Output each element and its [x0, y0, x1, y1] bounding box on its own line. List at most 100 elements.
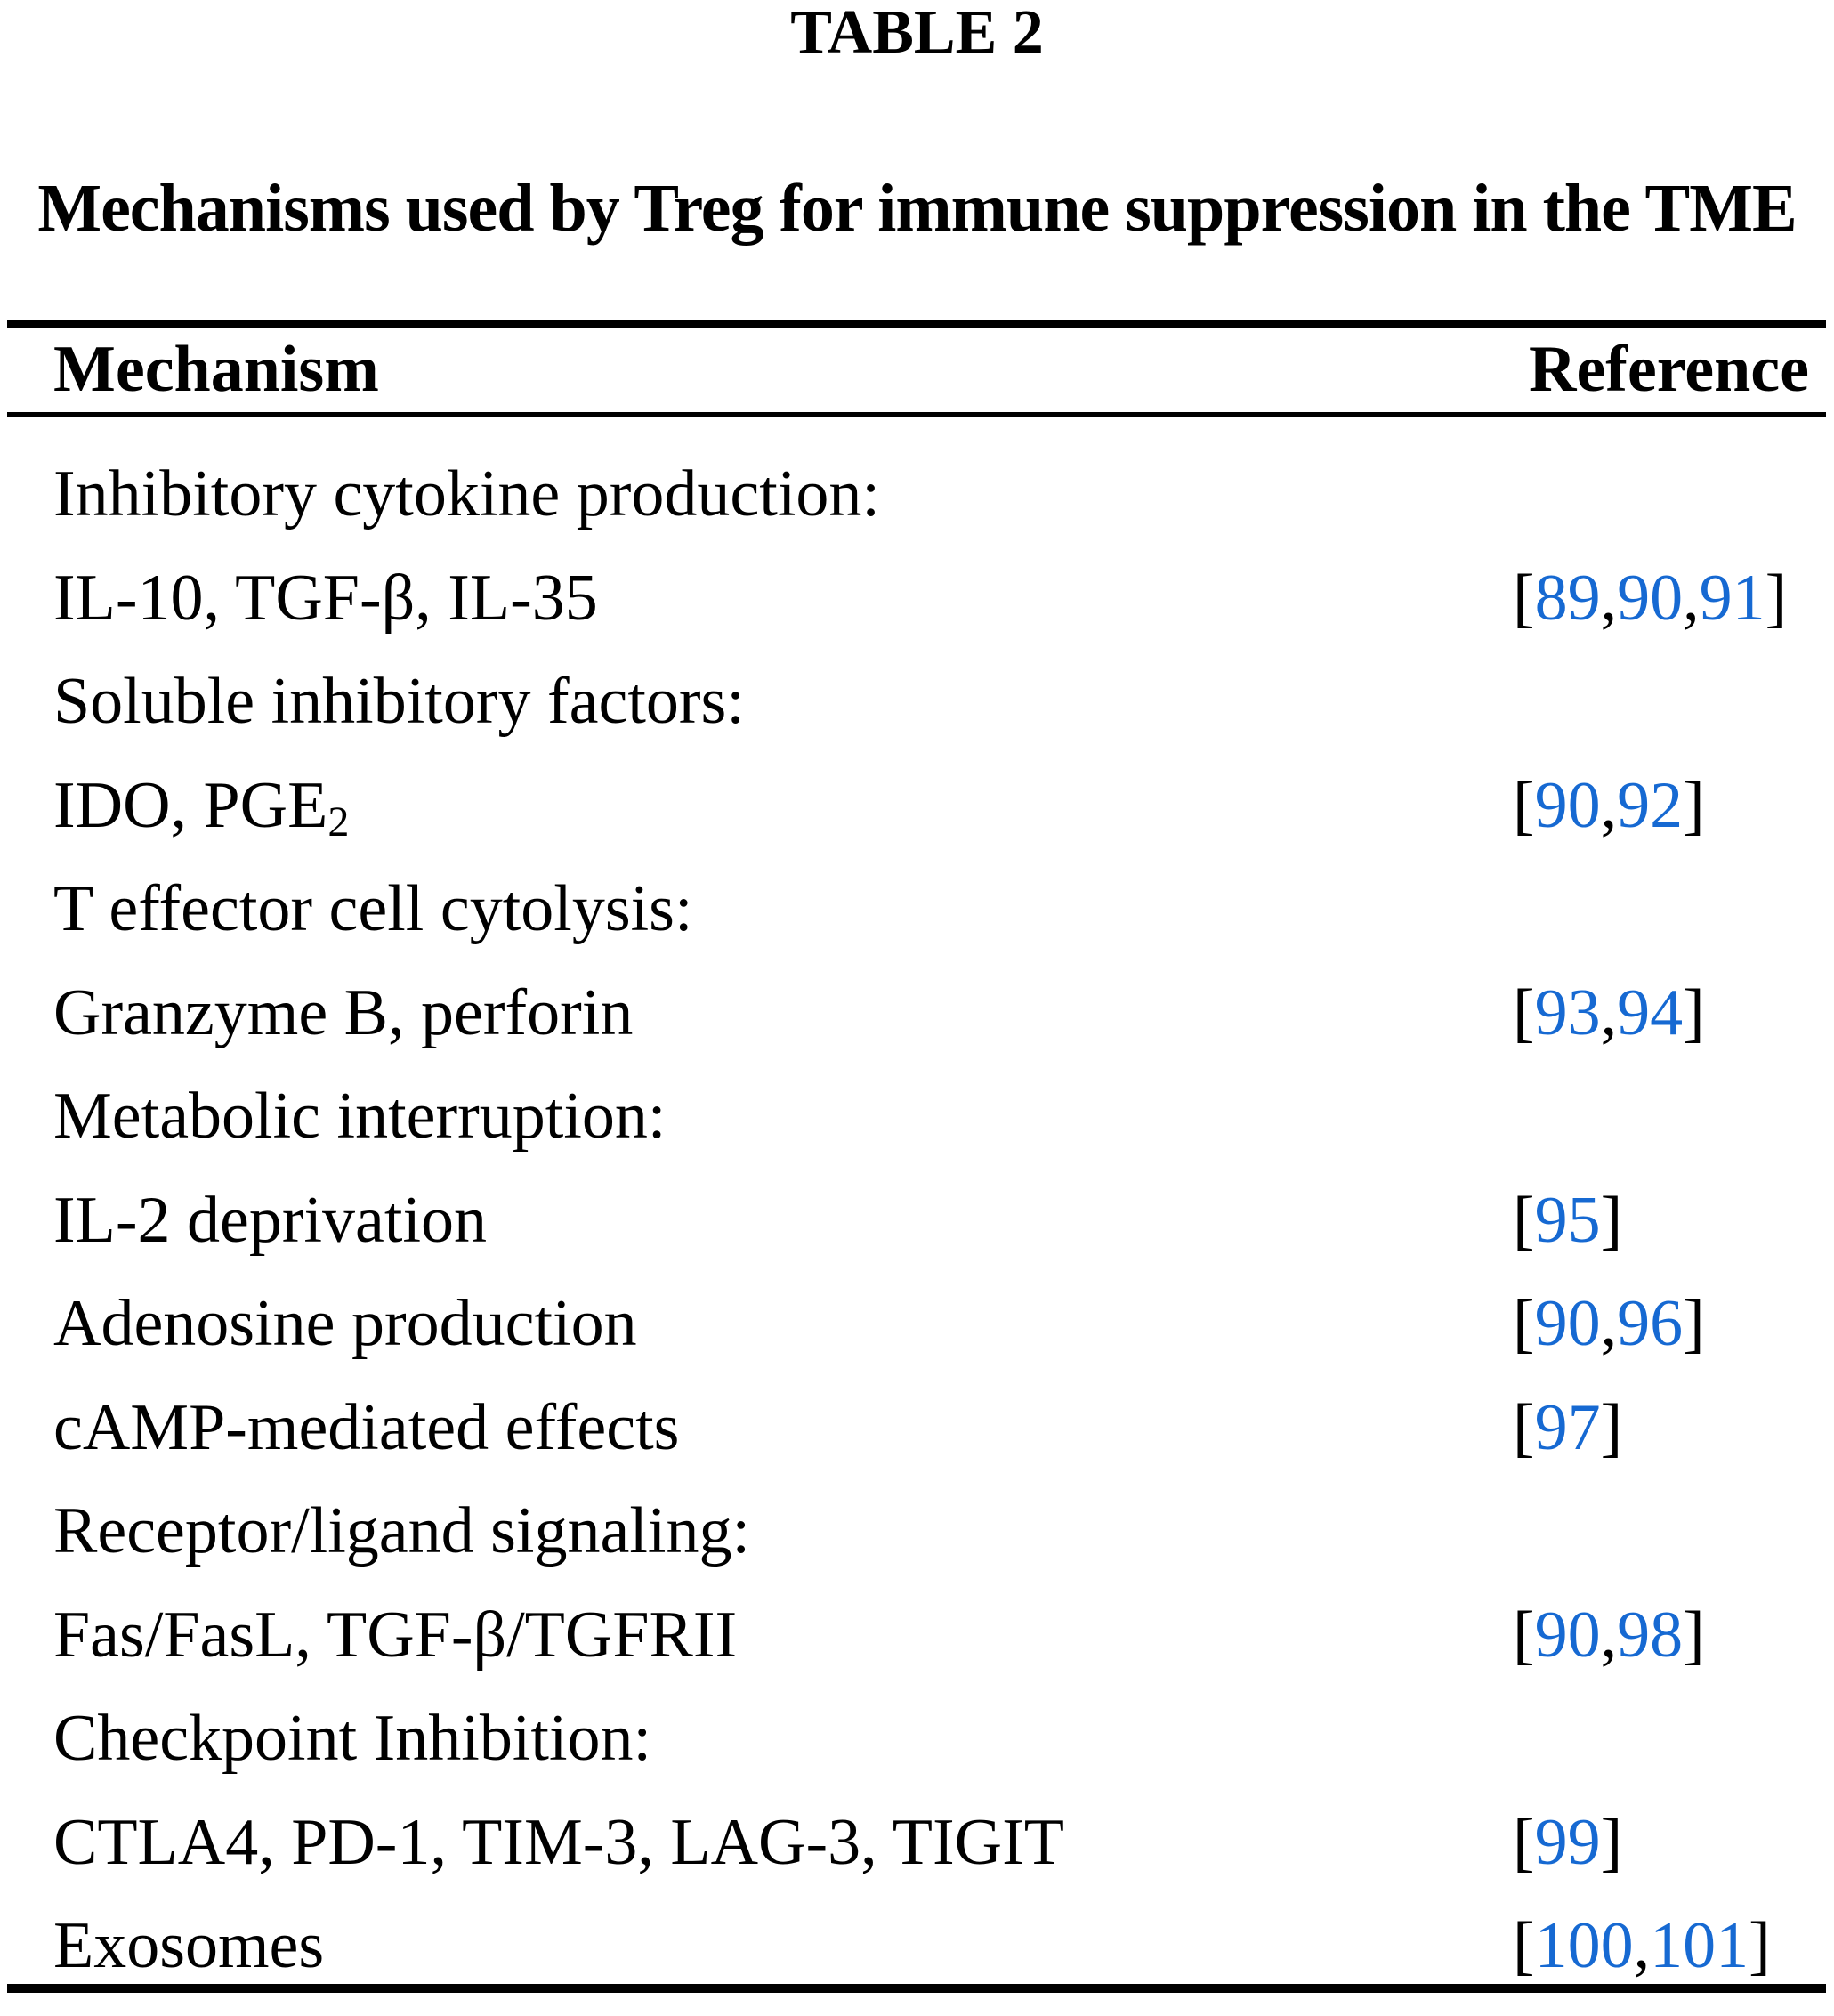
reference-open-bracket: [ — [1513, 1287, 1535, 1360]
table-row: Adenosine production [90,96] — [0, 1272, 1834, 1376]
reference-open-bracket: [ — [1513, 1909, 1535, 1982]
reference-link[interactable]: 90 — [1617, 561, 1684, 635]
mechanism-text: Fas/FasL, TGF-β/TGFRII — [53, 1598, 738, 1672]
mechanism-cell: Inhibitory cytokine production: — [53, 442, 880, 547]
reference-open-bracket: [ — [1513, 976, 1535, 1049]
table-row: CTLA4, PD-1, TIM-3, LAG-3, TIGIT [99] — [0, 1791, 1834, 1895]
reference-open-bracket: [ — [1513, 1598, 1535, 1672]
reference-cell: [90,92] — [1513, 754, 1705, 858]
reference-separator: , — [1633, 1909, 1651, 1982]
table-title: Mechanisms used by Treg for immune suppr… — [37, 171, 1797, 246]
reference-link[interactable]: 91 — [1699, 561, 1765, 635]
reference-link[interactable]: 93 — [1534, 976, 1601, 1049]
reference-close-bracket: ] — [1683, 1287, 1705, 1360]
mechanism-cell: T effector cell cytolysis: — [53, 857, 693, 961]
table-row: Fas/FasL, TGF-β/TGFRII [90,98] — [0, 1583, 1834, 1688]
mechanism-text: IL-10, TGF-β, IL-35 — [53, 561, 598, 635]
reference-cell: [90,98] — [1513, 1583, 1705, 1688]
mechanism-text: CTLA4, PD-1, TIM-3, LAG-3, TIGIT — [53, 1805, 1064, 1879]
mechanism-cell: cAMP-mediated effects — [53, 1376, 679, 1480]
reference-link[interactable]: 98 — [1617, 1598, 1684, 1672]
mechanism-cell: Checkpoint Inhibition: — [53, 1687, 651, 1791]
column-header-reference: Reference — [1529, 333, 1809, 406]
reference-close-bracket: ] — [1683, 1598, 1705, 1672]
reference-link[interactable]: 89 — [1534, 561, 1601, 635]
mechanism-cell: CTLA4, PD-1, TIM-3, LAG-3, TIGIT — [53, 1791, 1064, 1895]
mechanism-text: cAMP-mediated effects — [53, 1390, 680, 1464]
reference-close-bracket: ] — [1683, 976, 1705, 1049]
table-row: Granzyme B, perforin [93,94] — [0, 961, 1834, 1065]
mechanism-cell: Fas/FasL, TGF-β/TGFRII — [53, 1583, 737, 1688]
mechanism-cell: Receptor/ligand signaling: — [53, 1479, 750, 1583]
reference-cell: [90,96] — [1513, 1272, 1705, 1376]
mechanism-cell: IDO, PGE2 — [53, 754, 349, 858]
mechanism-text: IL-2 deprivation — [53, 1183, 487, 1257]
table-body: Inhibitory cytokine production: IL-10, TG… — [0, 442, 1834, 1998]
table-label: TABLE 2 — [790, 0, 1044, 67]
reference-close-bracket: ] — [1749, 1909, 1771, 1982]
table-bottom-rule — [7, 1984, 1826, 1993]
table-header-row: Mechanism Reference — [0, 331, 1834, 408]
reference-cell: [93,94] — [1513, 961, 1705, 1065]
reference-cell: [89,90,91] — [1513, 547, 1787, 651]
mechanism-cell: Granzyme B, perforin — [53, 961, 633, 1065]
table-row: Metabolic interruption: — [0, 1065, 1834, 1169]
mechanism-text: Soluble inhibitory factors: — [53, 665, 745, 738]
reference-cell: [99] — [1513, 1791, 1622, 1895]
reference-separator: , — [1600, 1287, 1618, 1360]
mechanism-text: Adenosine production — [53, 1287, 637, 1360]
mechanism-text: T effector cell cytolysis: — [53, 872, 693, 945]
reference-open-bracket: [ — [1513, 1805, 1535, 1879]
mechanism-text: Receptor/ligand signaling: — [53, 1494, 750, 1567]
column-header-mechanism: Mechanism — [53, 333, 379, 406]
reference-separator: , — [1600, 561, 1618, 635]
table-row: Receptor/ligand signaling: — [0, 1479, 1834, 1583]
table-row: cAMP-mediated effects [97] — [0, 1376, 1834, 1480]
table-row: Inhibitory cytokine production: — [0, 442, 1834, 547]
reference-close-bracket: ] — [1600, 1805, 1623, 1879]
mechanism-text: Granzyme B, perforin — [53, 976, 634, 1049]
mechanism-cell: Soluble inhibitory factors: — [53, 650, 745, 754]
reference-link[interactable]: 96 — [1617, 1287, 1684, 1360]
reference-link[interactable]: 101 — [1650, 1909, 1749, 1982]
reference-open-bracket: [ — [1513, 768, 1535, 842]
reference-open-bracket: [ — [1513, 1183, 1535, 1257]
reference-link[interactable]: 92 — [1617, 768, 1684, 842]
table-row: T effector cell cytolysis: — [0, 857, 1834, 961]
mechanism-cell: Exosomes — [53, 1894, 324, 1998]
reference-separator: , — [1683, 561, 1700, 635]
reference-link[interactable]: 90 — [1534, 1287, 1601, 1360]
reference-open-bracket: [ — [1513, 1390, 1535, 1464]
mechanism-text: Inhibitory cytokine production: — [53, 457, 880, 530]
reference-close-bracket: ] — [1600, 1390, 1623, 1464]
mechanism-cell: IL-10, TGF-β, IL-35 — [53, 547, 598, 651]
mechanism-text: Metabolic interruption: — [53, 1080, 667, 1153]
reference-cell: [100,101] — [1513, 1894, 1771, 1998]
reference-link[interactable]: 90 — [1534, 768, 1601, 842]
reference-cell: [95] — [1513, 1169, 1622, 1273]
mechanism-text: Checkpoint Inhibition: — [53, 1702, 652, 1775]
table-top-rule — [7, 320, 1826, 328]
table-row: Exosomes [100,101] — [0, 1894, 1834, 1998]
reference-link[interactable]: 97 — [1534, 1390, 1601, 1464]
reference-separator: , — [1600, 1598, 1618, 1672]
table-row: IDO, PGE2 [90,92] — [0, 754, 1834, 858]
reference-link[interactable]: 100 — [1534, 1909, 1634, 1982]
reference-close-bracket: ] — [1765, 561, 1788, 635]
reference-separator: , — [1600, 976, 1618, 1049]
reference-open-bracket: [ — [1513, 561, 1535, 635]
reference-link[interactable]: 95 — [1534, 1183, 1601, 1257]
table-row: IL-10, TGF-β, IL-35 [89,90,91] — [0, 547, 1834, 651]
reference-separator: , — [1600, 768, 1618, 842]
mechanism-text: Exosomes — [53, 1909, 325, 1982]
table-row: IL-2 deprivation [95] — [0, 1169, 1834, 1273]
reference-link[interactable]: 90 — [1534, 1598, 1601, 1672]
subscript-text: 2 — [327, 798, 350, 846]
reference-link[interactable]: 99 — [1534, 1805, 1601, 1879]
reference-link[interactable]: 94 — [1617, 976, 1684, 1049]
reference-cell: [97] — [1513, 1376, 1622, 1480]
table-header-rule — [7, 412, 1826, 417]
mechanism-cell: Metabolic interruption: — [53, 1065, 666, 1169]
table-row: Soluble inhibitory factors: — [0, 650, 1834, 754]
